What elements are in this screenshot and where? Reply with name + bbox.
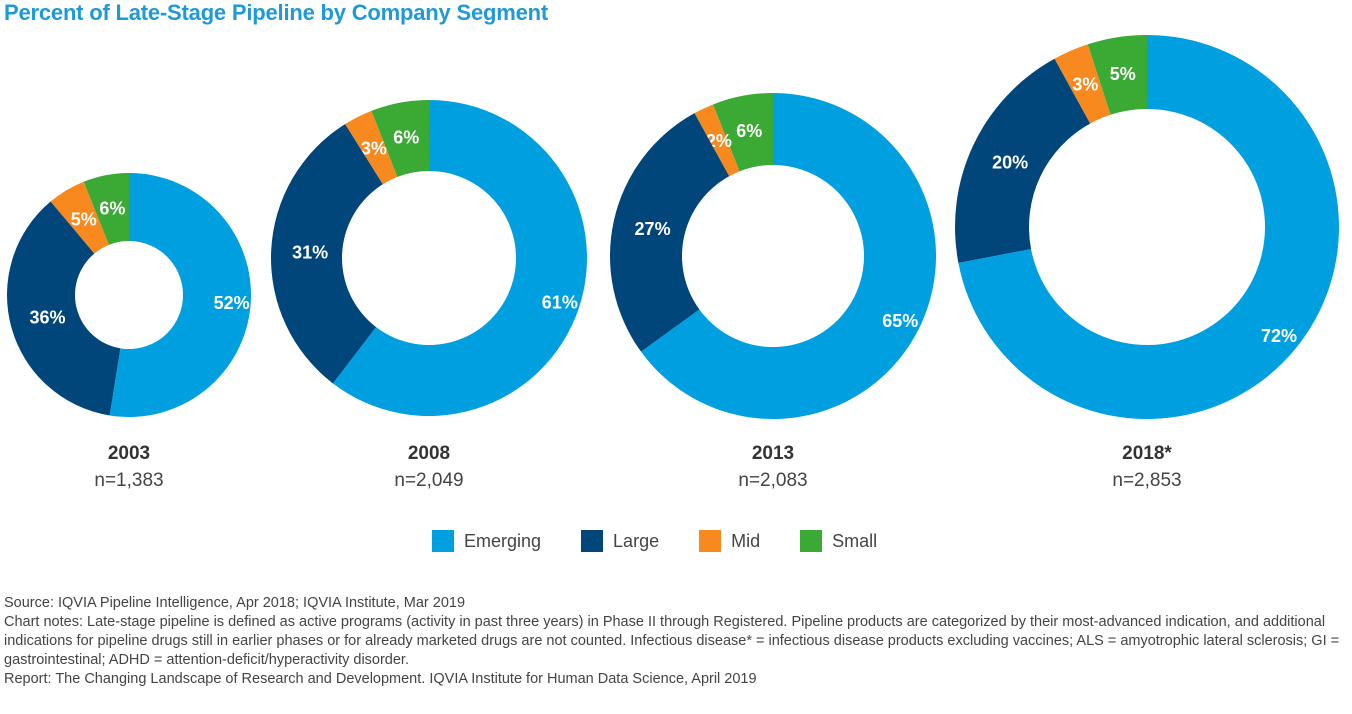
- legend-label-emerging: Emerging: [464, 530, 542, 551]
- slice-mid-2008: [345, 110, 398, 185]
- n-label-2018: n=2,853: [1112, 470, 1181, 491]
- slice-mid-2013: [694, 104, 740, 177]
- legend-item-large: Large: [581, 530, 659, 552]
- year-label-2008: 2008: [408, 443, 450, 464]
- slice-emerging-2018: [958, 35, 1339, 419]
- slice-label-mid-2003: 5%: [71, 209, 97, 229]
- n-label-2013: n=2,083: [738, 470, 807, 491]
- n-label-2003: n=1,383: [94, 470, 163, 491]
- slice-large-2013: [609, 113, 730, 352]
- slice-emerging-2008: [332, 100, 587, 417]
- slice-small-2008: [371, 100, 429, 177]
- slice-mid-2003: [50, 181, 109, 254]
- slice-label-large-2003: 36%: [29, 308, 65, 328]
- year-label-2018: 2018*: [1122, 443, 1172, 464]
- donut-charts: 6%5%36%52%2003n=1,3836%3%31%61%2008n=2,0…: [7, 35, 1339, 491]
- report-note: Report: The Changing Landscape of Resear…: [4, 671, 757, 687]
- chart-title: Percent of Late-Stage Pipeline by Compan…: [4, 0, 548, 25]
- slice-label-small-2013: 6%: [736, 121, 762, 141]
- legend: Emerging Large Mid Small: [432, 530, 917, 552]
- slice-label-large-2013: 27%: [635, 219, 671, 239]
- slice-label-large-2008: 31%: [292, 242, 328, 262]
- legend-label-mid: Mid: [731, 530, 761, 551]
- legend-swatch-small: [800, 530, 823, 552]
- slice-small-2013: [712, 93, 773, 172]
- slice-label-emerging-2003: 52%: [214, 293, 250, 313]
- n-label-2008: n=2,049: [394, 470, 463, 491]
- legend-item-mid: Mid: [699, 530, 760, 552]
- slice-emerging-2003: [109, 173, 252, 417]
- legend-item-emerging: Emerging: [432, 530, 541, 552]
- slice-mid-2018: [1054, 44, 1111, 124]
- slice-label-emerging-2008: 61%: [542, 292, 578, 312]
- legend-label-large: Large: [613, 530, 660, 551]
- donut-chart-2003: 6%5% 36% 52% 2003 n=1,383: [7, 173, 252, 491]
- slice-small-2003: [83, 173, 129, 245]
- legend-swatch-large: [581, 530, 604, 552]
- chart-notes-text: Chart notes: Late-stage pipeline is defi…: [4, 614, 1340, 668]
- legend-item-small: Small: [800, 530, 877, 552]
- year-label-2013: 2013: [752, 443, 794, 464]
- slice-label-small-2008: 6%: [393, 128, 419, 148]
- slice-label-large-2018: 20%: [992, 153, 1028, 173]
- slice-small-2018: [1087, 35, 1147, 115]
- legend-swatch-mid: [699, 530, 722, 552]
- slice-large-2008: [271, 124, 383, 384]
- slice-label-mid-2018: 3%: [1072, 75, 1098, 95]
- slice-large-2018: [954, 58, 1091, 263]
- donut-chart-2008: 6% 3% 31% 61% 2008 n=2,049: [271, 100, 587, 491]
- donut-chart-2018: 5% 3% 20% 72% 2018* n=2,853: [954, 35, 1339, 491]
- chart-notes: Source: IQVIA Pipeline Intelligence, Apr…: [4, 594, 1344, 689]
- slice-label-emerging-2018: 72%: [1261, 326, 1297, 346]
- slice-large-2003: [7, 201, 121, 416]
- slice-label-small-2003: 6%: [99, 199, 125, 219]
- slice-emerging-2013: [641, 93, 937, 419]
- legend-swatch-emerging: [432, 530, 454, 552]
- legend-label-small: Small: [832, 530, 878, 551]
- slice-label-mid-2008: 3%: [361, 139, 387, 159]
- slice-label-emerging-2013: 65%: [882, 311, 918, 331]
- source-note: Source: IQVIA Pipeline Intelligence, Apr…: [4, 595, 466, 611]
- slice-label-small-2018: 5%: [1110, 64, 1136, 84]
- year-label-2003: 2003: [108, 443, 150, 464]
